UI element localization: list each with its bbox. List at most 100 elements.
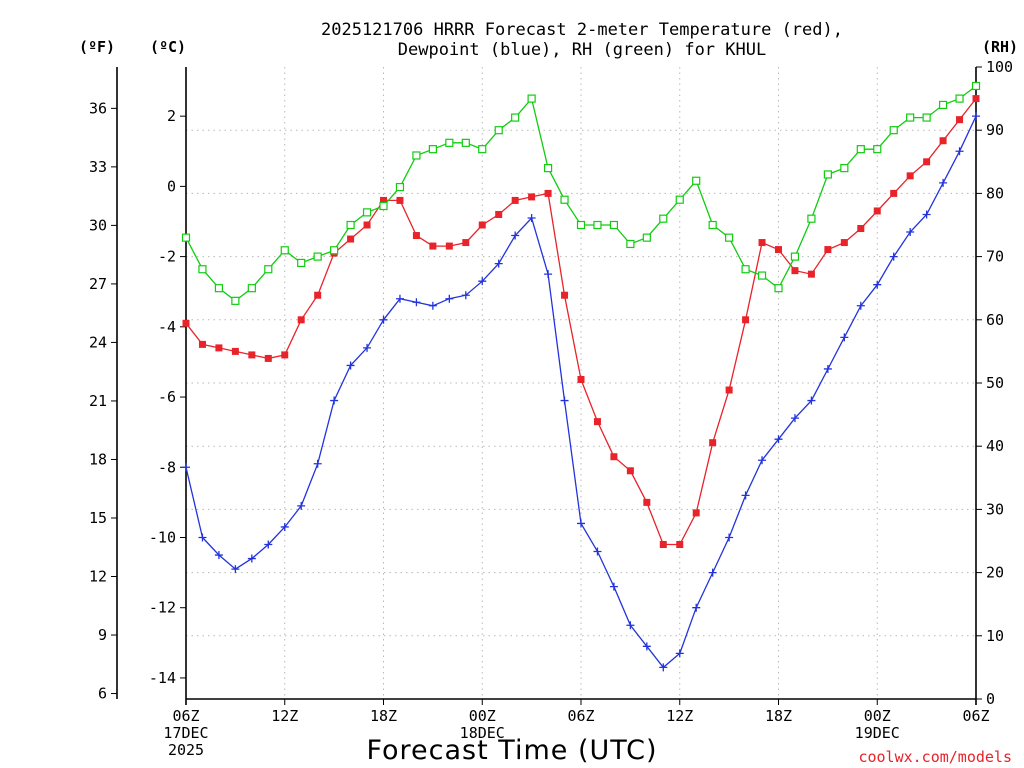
rh-point: [247, 284, 256, 293]
temperature-point: [429, 242, 437, 250]
temperature-point: [709, 439, 717, 447]
celsius-tick-label: 2: [167, 107, 176, 125]
rh-point: [362, 208, 372, 217]
rh-point: [231, 296, 240, 305]
time-tick-label: 17DEC: [163, 724, 208, 742]
rh-point: [971, 81, 981, 91]
rh-point: [297, 258, 306, 268]
rh-tick-label: 70: [986, 248, 1004, 266]
rh-tick-label: 0: [986, 690, 995, 708]
temperature-point: [182, 319, 190, 327]
dewpoint-point: [955, 147, 964, 156]
rh-tick-label: 90: [986, 121, 1004, 139]
time-tick-label: 06Z: [962, 707, 989, 725]
temperature-point: [972, 95, 980, 103]
temperature-point: [857, 225, 865, 233]
celsius-tick-label: -14: [149, 669, 176, 687]
temperature-point: [956, 116, 964, 124]
rh-point: [478, 145, 487, 154]
dewpoint-point: [856, 301, 865, 310]
dewpoint-point: [461, 291, 470, 300]
temperature-point: [231, 347, 239, 355]
time-tick-label: 00Z: [469, 707, 496, 725]
fahrenheit-tick-label: 21: [89, 392, 107, 410]
rh-point: [330, 246, 339, 255]
temperature-point: [742, 316, 750, 324]
fahrenheit-tick-label: 9: [98, 626, 107, 644]
dewpoint-point: [840, 333, 849, 342]
temperature-point: [775, 246, 782, 254]
dewpoint-point: [873, 280, 882, 289]
time-tick-label: 06Z: [172, 707, 199, 725]
dewpoint-point: [823, 364, 832, 373]
rh-point: [840, 164, 849, 173]
rh-point: [906, 113, 915, 122]
temperature-point: [478, 221, 486, 229]
rh-point: [198, 265, 207, 274]
dewpoint-point: [478, 277, 487, 286]
credit-link[interactable]: coolwx.com/models: [858, 748, 1012, 766]
time-tick-label: 06Z: [567, 707, 594, 725]
rh-point: [461, 138, 470, 147]
rh-point: [675, 195, 684, 204]
dewpoint-point: [395, 294, 404, 303]
temperature-point: [577, 375, 585, 383]
temperature-point: [626, 467, 634, 475]
temperature-point: [807, 270, 815, 278]
rh-point: [642, 233, 651, 242]
rh-point: [494, 126, 503, 135]
fahrenheit-tick-label: 15: [89, 509, 107, 527]
dewpoint-point: [412, 298, 421, 307]
fahrenheit-tick-label: 6: [98, 685, 107, 703]
celsius-tick-label: -4: [158, 318, 176, 336]
celsius-unit-label: (ºC): [150, 38, 186, 56]
dewpoint-point: [330, 396, 339, 405]
temperature-point: [215, 344, 223, 352]
rh-point: [576, 220, 586, 230]
rh-point: [445, 138, 454, 147]
dewpoint-point: [511, 231, 520, 240]
dewpoint-point: [445, 294, 454, 303]
fahrenheit-unit-label: (ºF): [79, 38, 115, 56]
gridlines: [186, 67, 976, 699]
fahrenheit-tick-label: 18: [89, 450, 107, 468]
temperature-point: [824, 246, 832, 254]
dewpoint-point: [922, 210, 931, 219]
rh-tick-label: 50: [986, 374, 1004, 392]
rh-point: [264, 265, 273, 274]
dewpoint-point: [659, 663, 668, 672]
dewpoint-point: [708, 568, 717, 577]
temperature-point: [725, 386, 733, 394]
dewpoint-point: [182, 463, 190, 472]
dewpoint-point: [280, 522, 289, 531]
celsius-tick-label: -6: [158, 388, 176, 406]
temperature-point: [906, 172, 914, 180]
rh-point: [593, 220, 602, 230]
dewpoint-point: [264, 540, 273, 549]
rh-point: [823, 170, 832, 179]
temperature-point: [396, 196, 404, 204]
rh-unit-label: (RH): [982, 38, 1018, 56]
rh-series: [181, 81, 981, 305]
rh-point: [395, 182, 405, 192]
temperature-point: [347, 235, 355, 243]
temperature-point: [659, 541, 667, 549]
rh-point: [280, 246, 289, 255]
chart-title-line1: 2025121706 HRRR Forecast 2-meter Tempera…: [321, 20, 843, 40]
rh-point: [428, 145, 437, 154]
rh-point: [938, 100, 948, 110]
temperature-series: [182, 95, 980, 549]
temperature-point: [445, 242, 453, 250]
dewpoint-point: [906, 228, 915, 237]
temperature-point: [248, 351, 256, 359]
rh-tick-label: 80: [986, 184, 1004, 202]
temperature-point: [380, 196, 387, 204]
temperature-point: [643, 498, 651, 506]
rh-point: [774, 284, 783, 293]
temperature-point: [692, 509, 700, 517]
fahrenheit-tick-label: 30: [89, 216, 107, 234]
rh-point: [807, 214, 816, 223]
temperature-point: [314, 291, 322, 299]
